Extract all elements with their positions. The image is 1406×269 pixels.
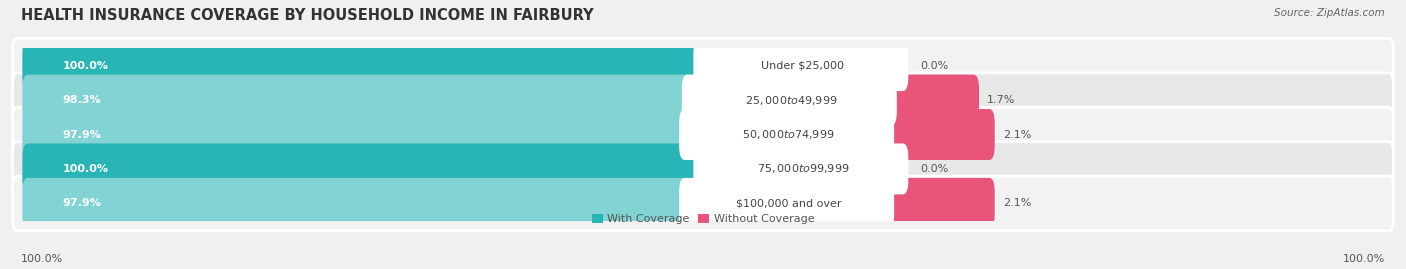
Text: Under $25,000: Under $25,000 [762, 61, 845, 71]
FancyBboxPatch shape [693, 40, 908, 91]
Legend: With Coverage, Without Coverage: With Coverage, Without Coverage [588, 210, 818, 229]
FancyBboxPatch shape [22, 75, 697, 126]
Text: $25,000 to $49,999: $25,000 to $49,999 [745, 94, 838, 107]
FancyBboxPatch shape [13, 38, 1393, 93]
FancyBboxPatch shape [679, 109, 894, 160]
Text: $75,000 to $99,999: $75,000 to $99,999 [756, 162, 849, 175]
FancyBboxPatch shape [22, 109, 695, 160]
FancyBboxPatch shape [13, 142, 1393, 196]
Text: 2.1%: 2.1% [1002, 129, 1032, 140]
Text: 98.3%: 98.3% [62, 95, 101, 105]
Text: 100.0%: 100.0% [62, 61, 108, 71]
FancyBboxPatch shape [693, 143, 908, 194]
Text: $50,000 to $74,999: $50,000 to $74,999 [742, 128, 835, 141]
FancyBboxPatch shape [22, 40, 709, 91]
Text: 100.0%: 100.0% [21, 254, 63, 264]
FancyBboxPatch shape [13, 73, 1393, 127]
Text: 1.7%: 1.7% [987, 95, 1015, 105]
Text: 100.0%: 100.0% [62, 164, 108, 174]
Text: HEALTH INSURANCE COVERAGE BY HOUSEHOLD INCOME IN FAIRBURY: HEALTH INSURANCE COVERAGE BY HOUSEHOLD I… [21, 8, 593, 23]
FancyBboxPatch shape [22, 143, 709, 194]
Text: $100,000 and over: $100,000 and over [735, 198, 841, 208]
FancyBboxPatch shape [890, 75, 979, 126]
Text: 100.0%: 100.0% [1343, 254, 1385, 264]
Text: 0.0%: 0.0% [921, 164, 949, 174]
FancyBboxPatch shape [13, 176, 1393, 231]
Text: 2.1%: 2.1% [1002, 198, 1032, 208]
FancyBboxPatch shape [682, 75, 897, 126]
Text: 97.9%: 97.9% [62, 129, 101, 140]
FancyBboxPatch shape [679, 178, 894, 229]
FancyBboxPatch shape [887, 109, 994, 160]
FancyBboxPatch shape [22, 178, 695, 229]
FancyBboxPatch shape [13, 107, 1393, 162]
Text: 0.0%: 0.0% [921, 61, 949, 71]
Text: 97.9%: 97.9% [62, 198, 101, 208]
Text: Source: ZipAtlas.com: Source: ZipAtlas.com [1274, 8, 1385, 18]
FancyBboxPatch shape [887, 178, 994, 229]
